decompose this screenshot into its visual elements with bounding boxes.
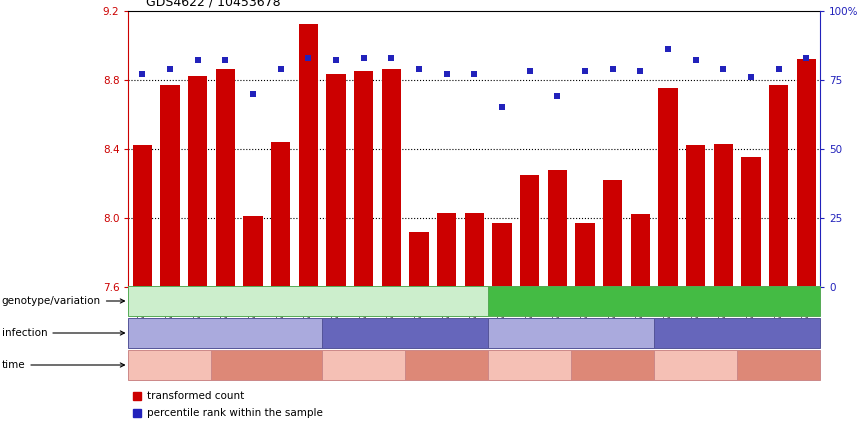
Bar: [575, 223, 595, 287]
Text: 10 PM night: 10 PM night: [748, 360, 810, 370]
Bar: [410, 232, 429, 287]
Bar: [437, 213, 457, 287]
Bar: [133, 146, 152, 287]
Bar: [769, 85, 788, 287]
Bar: [713, 143, 733, 287]
Bar: [188, 76, 207, 287]
Bar: [464, 213, 484, 287]
Bar: [299, 25, 318, 287]
Text: genotype/variation: genotype/variation: [2, 296, 124, 306]
Bar: [382, 69, 401, 287]
Bar: [797, 59, 816, 287]
Bar: [161, 85, 180, 287]
Text: infection: infection: [2, 328, 124, 338]
Bar: [631, 214, 650, 287]
Text: 10 PM night: 10 PM night: [236, 360, 298, 370]
Text: percentile rank within the sample: percentile rank within the sample: [147, 408, 323, 418]
Bar: [686, 146, 706, 287]
Bar: [243, 216, 263, 287]
Text: time: time: [2, 360, 124, 370]
Text: 10 AM day: 10 AM day: [336, 360, 391, 370]
Text: wildtype: wildtype: [286, 296, 331, 306]
Bar: [215, 69, 235, 287]
Text: Salmonella pathogen: Salmonella pathogen: [170, 328, 280, 338]
Text: 10 AM day: 10 AM day: [503, 360, 557, 370]
Text: transformed count: transformed count: [147, 391, 244, 401]
Bar: [326, 74, 345, 287]
Text: 10 AM day: 10 AM day: [668, 360, 723, 370]
Text: circadian clock mutant: circadian clock mutant: [595, 296, 713, 306]
Text: Salmonella pathogen: Salmonella pathogen: [516, 328, 627, 338]
Bar: [741, 157, 760, 287]
Bar: [354, 71, 373, 287]
Text: uninfected: uninfected: [709, 328, 766, 338]
Bar: [603, 180, 622, 287]
Text: 10 AM day: 10 AM day: [142, 360, 197, 370]
Bar: [492, 223, 512, 287]
Bar: [548, 170, 567, 287]
Text: uninfected: uninfected: [378, 328, 433, 338]
Text: 10 PM night: 10 PM night: [416, 360, 477, 370]
Bar: [520, 175, 539, 287]
Bar: [271, 142, 290, 287]
Text: 10 PM night: 10 PM night: [582, 360, 643, 370]
Bar: [659, 88, 678, 287]
Text: GDS4622 / 10453678: GDS4622 / 10453678: [146, 0, 280, 8]
